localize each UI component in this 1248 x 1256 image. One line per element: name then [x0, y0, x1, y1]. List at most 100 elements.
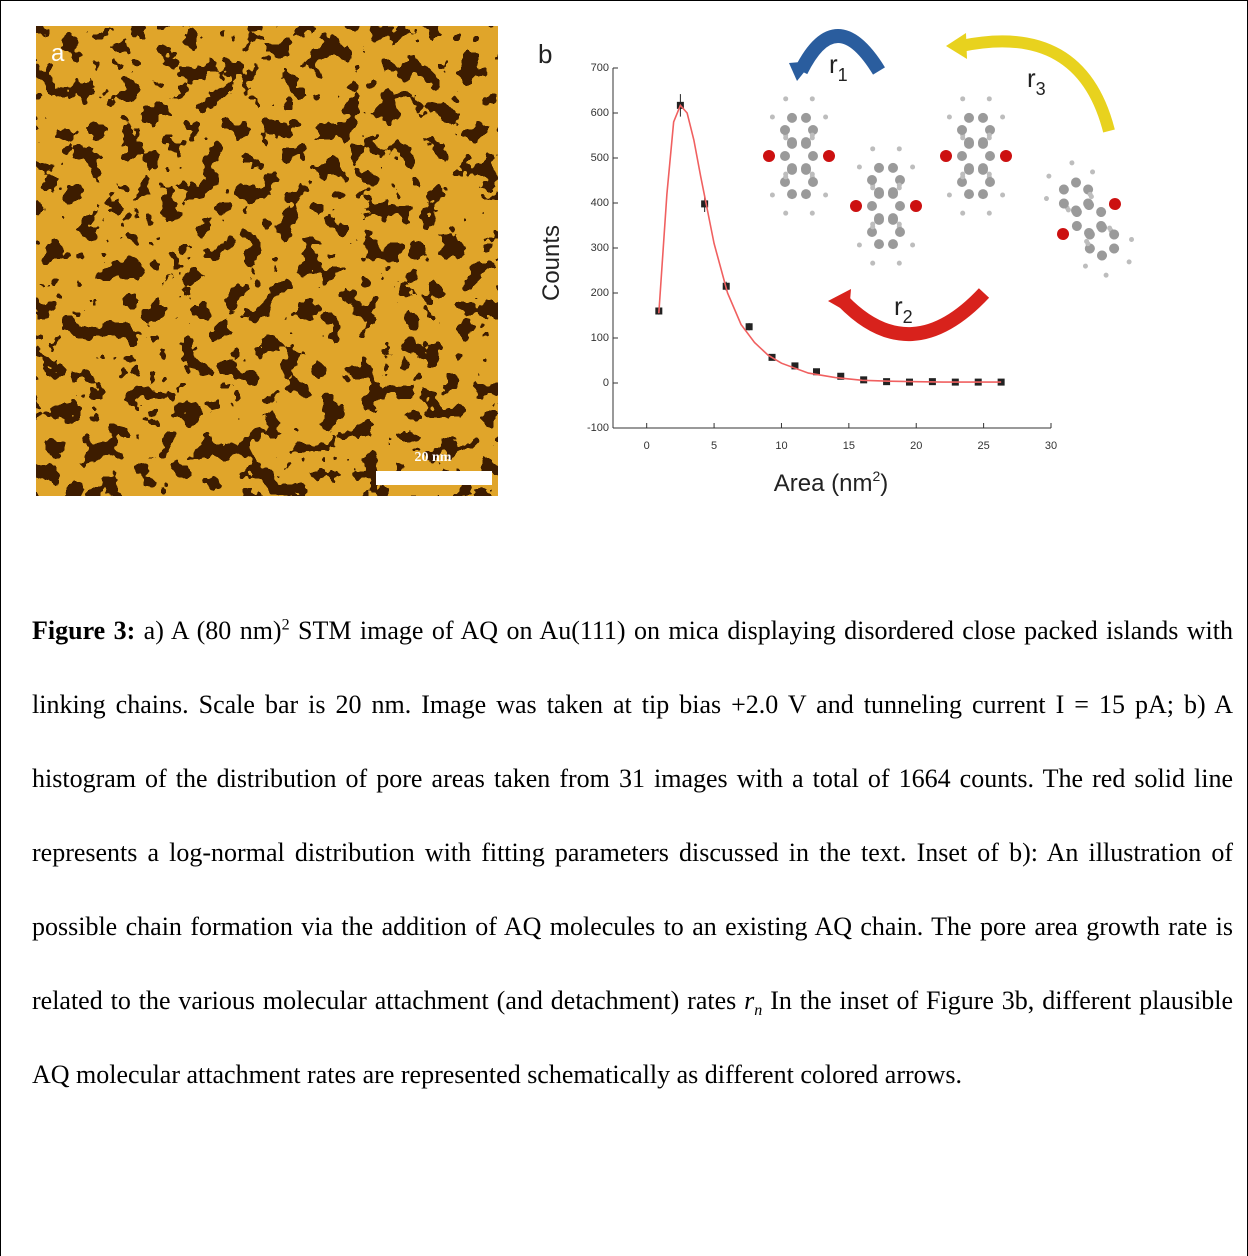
y-tick-label: 0 — [603, 377, 609, 389]
arrow-head — [789, 61, 813, 81]
atom — [874, 239, 884, 249]
atom — [857, 165, 862, 170]
oxygen — [910, 200, 922, 212]
atom — [964, 113, 974, 123]
atom — [1103, 272, 1110, 279]
atom — [808, 151, 818, 161]
atom — [874, 215, 884, 225]
molecule — [763, 96, 835, 215]
atom — [888, 239, 898, 249]
atom — [1094, 205, 1108, 219]
atom — [947, 115, 952, 120]
figure-page: a 20 nm b r1 r3 r2 Area (nm2) Counts -10… — [0, 0, 1248, 1256]
caption-var: r — [744, 986, 754, 1015]
rate-label: r2 — [894, 291, 913, 327]
atom — [960, 135, 965, 140]
y-tick-label: 400 — [591, 197, 609, 209]
atom — [964, 139, 974, 149]
atom — [783, 135, 788, 140]
atom — [808, 177, 818, 187]
atom — [978, 113, 988, 123]
atom — [857, 243, 862, 248]
atom — [1128, 236, 1135, 243]
atom — [987, 211, 992, 216]
y-tick-label: 100 — [591, 332, 609, 344]
atom — [895, 201, 905, 211]
atom — [1045, 173, 1052, 180]
atom — [1107, 242, 1121, 256]
molecule — [1028, 149, 1150, 288]
atom — [1000, 115, 1005, 120]
scale-bar — [376, 471, 492, 485]
oxygen — [1055, 226, 1071, 242]
y-tick-label: 700 — [591, 62, 609, 74]
atom — [897, 146, 902, 151]
caption-label: Figure 3: — [32, 616, 135, 645]
rate-label: r3 — [1027, 63, 1046, 99]
atom — [960, 174, 965, 179]
oxygen — [850, 200, 862, 212]
atom — [895, 227, 905, 237]
atom — [978, 165, 988, 175]
atom — [801, 113, 811, 123]
atom — [957, 125, 967, 135]
oxygen — [940, 150, 952, 162]
caption: Figure 3: a) A (80 nm)2 STM image of AQ … — [32, 594, 1233, 1112]
fit-line — [659, 105, 1001, 382]
caption-text: a) A (80 nm) — [135, 616, 281, 645]
atom — [1089, 169, 1096, 176]
atom — [780, 125, 790, 135]
atom — [957, 151, 967, 161]
atom — [978, 189, 988, 199]
atom — [1070, 205, 1084, 219]
x-tick-label: 20 — [910, 440, 922, 452]
atom — [1043, 195, 1050, 202]
atom — [823, 193, 828, 198]
atom — [1069, 176, 1083, 190]
atom — [783, 211, 788, 216]
atom — [964, 189, 974, 199]
figure: a 20 nm b r1 r3 r2 Area (nm2) Counts -10… — [1, 1, 1247, 581]
y-tick-label: 200 — [591, 287, 609, 299]
x-tick-label: 5 — [711, 440, 717, 452]
atom — [823, 115, 828, 120]
atom — [867, 201, 877, 211]
atom — [1095, 249, 1109, 263]
scale-bar-label: 20 nm — [415, 450, 452, 465]
atom — [770, 193, 775, 198]
molecule — [850, 146, 922, 265]
atom — [1083, 228, 1097, 242]
stm-image — [36, 26, 498, 496]
y-tick-label: -100 — [587, 422, 609, 434]
x-tick-label: 0 — [644, 440, 650, 452]
x-axis-label: Area (nm2) — [774, 468, 889, 497]
atom — [947, 193, 952, 198]
atom — [888, 215, 898, 225]
atom — [787, 165, 797, 175]
atom — [897, 185, 902, 190]
atom — [801, 189, 811, 199]
atom — [770, 115, 775, 120]
atom — [1126, 258, 1133, 265]
atom — [964, 165, 974, 175]
atom — [888, 163, 898, 173]
atom — [870, 185, 875, 190]
x-tick-label: 25 — [977, 440, 989, 452]
atom — [870, 224, 875, 229]
atom — [1057, 183, 1071, 197]
rate-label: r1 — [829, 49, 848, 85]
arrow-head — [828, 289, 851, 313]
x-tick-label: 15 — [843, 440, 855, 452]
atom — [783, 174, 788, 179]
x-tick-label: 30 — [1045, 440, 1057, 452]
atom — [787, 139, 797, 149]
atom — [810, 96, 815, 101]
atom — [787, 113, 797, 123]
atom — [1069, 159, 1076, 166]
atom — [787, 189, 797, 199]
atom — [888, 189, 898, 199]
atom — [897, 261, 902, 266]
atom — [978, 139, 988, 149]
panel-letter: b — [538, 39, 552, 69]
atom — [1082, 263, 1089, 270]
